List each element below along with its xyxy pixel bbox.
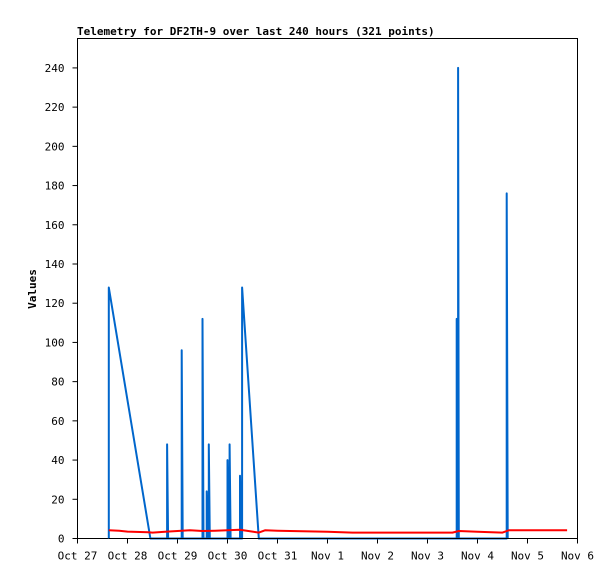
x-tick-label: Nov 1 xyxy=(311,550,344,563)
y-tick-label: 0 xyxy=(58,533,65,546)
x-tick-label: Nov 4 xyxy=(461,550,494,563)
series-line-2 xyxy=(108,528,568,534)
x-tick-label: Nov 6 xyxy=(561,550,594,563)
y-tick-label: 60 xyxy=(51,415,64,428)
x-tick-label: Oct 31 xyxy=(258,550,298,563)
series-layer xyxy=(107,66,568,540)
series-line-1 xyxy=(107,66,509,540)
y-tick-label: 140 xyxy=(45,258,65,271)
y-axis: 0 20 40 60 80 100 120 140 160 180 200 220 240 xyxy=(45,62,78,546)
plot-frame xyxy=(77,38,578,539)
y-tick-label: 120 xyxy=(45,297,65,310)
x-tick-label: Oct 30 xyxy=(208,550,248,563)
y-tick-label: 160 xyxy=(45,219,65,232)
x-tick-label: Nov 5 xyxy=(511,550,544,563)
x-tick-label: Nov 2 xyxy=(361,550,394,563)
y-tick-label: 40 xyxy=(51,454,64,467)
y-tick-label: 180 xyxy=(45,180,65,193)
y-tick-label: 100 xyxy=(45,336,65,349)
x-tick-label: Oct 27 xyxy=(58,550,98,563)
y-axis-title: Values xyxy=(26,269,39,309)
y-tick-label: 200 xyxy=(45,140,65,153)
x-tick-label: Oct 28 xyxy=(108,550,148,563)
x-tick-label: Oct 29 xyxy=(158,550,198,563)
x-axis: Oct 27 Oct 28 Oct 29 Oct 30 Oct 31 Nov 1 Nov 2… xyxy=(58,538,594,563)
y-tick-label: 20 xyxy=(51,493,64,506)
y-tick-label: 220 xyxy=(45,101,65,114)
x-tick-label: Nov 3 xyxy=(411,550,444,563)
chart-title: Telemetry for DF2TH-9 over last 240 hour… xyxy=(77,25,435,38)
y-tick-label: 80 xyxy=(51,376,64,389)
y-tick-label: 240 xyxy=(45,62,65,75)
